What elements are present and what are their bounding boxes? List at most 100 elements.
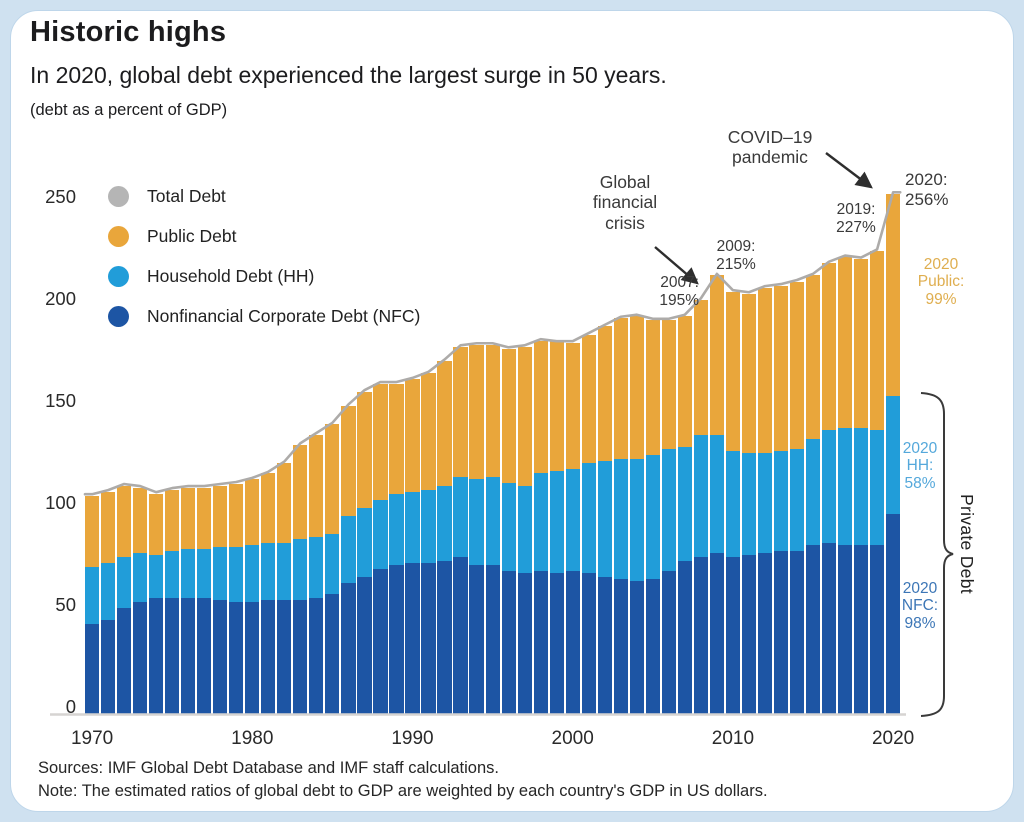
bar-1971-nfc: [101, 620, 116, 714]
bar-2016-hh: [821, 430, 837, 543]
bar-2011-hh: [741, 452, 756, 555]
bar-2011-nfc: [741, 554, 756, 714]
bar-1979-public: [229, 483, 244, 547]
bar-2004-hh: [629, 459, 644, 582]
bar-2001-public: [581, 334, 596, 464]
bar-1980-public: [245, 479, 260, 545]
page-title: Historic highs: [30, 16, 227, 48]
bar-2006-hh: [661, 448, 676, 572]
bar-1982-public: [277, 463, 292, 543]
bar-2000-public: [565, 342, 580, 470]
bar-1996-nfc: [501, 571, 516, 714]
bar-1999-hh: [549, 471, 564, 574]
bar-1984-hh: [309, 536, 324, 598]
bar-1993-public: [453, 346, 468, 478]
bar-1976-public: [181, 487, 196, 549]
bar-1998-nfc: [533, 571, 548, 714]
bar-2018-public: [853, 259, 869, 429]
bar-1975-public: [165, 489, 180, 551]
bar-1995-public: [485, 344, 500, 478]
bar-2004-public: [629, 316, 644, 459]
y-axis-tick-50: 50: [55, 593, 76, 615]
bar-2006-nfc: [661, 571, 676, 714]
bar-1980-nfc: [245, 601, 260, 714]
bar-1971-hh: [101, 563, 116, 621]
bar-1988-nfc: [373, 569, 388, 714]
bar-2016-public: [821, 263, 837, 431]
bar-1990-hh: [405, 491, 420, 564]
bar-2013-public: [773, 285, 789, 451]
bar-2014-hh: [789, 448, 805, 551]
bar-1993-nfc: [453, 556, 468, 714]
bar-1970-nfc: [85, 624, 100, 714]
bar-1983-nfc: [293, 599, 308, 714]
bar-1995-hh: [485, 477, 500, 566]
bar-1972-nfc: [117, 607, 132, 714]
y-axis-tick-250: 250: [45, 185, 76, 207]
global-financial-crisis-annotation: Global financial crisis: [592, 172, 658, 233]
bar-2006-public: [661, 320, 676, 449]
bar-1997-public: [517, 346, 532, 486]
bar-2002-public: [597, 326, 612, 462]
bar-2001-nfc: [581, 573, 596, 714]
bar-2010-hh: [725, 450, 740, 557]
bar-1996-public: [501, 348, 516, 484]
y-axis-tick-150: 150: [45, 389, 76, 411]
bar-1971-public: [101, 491, 116, 564]
bar-1987-public: [357, 391, 372, 508]
stacked-bars: [85, 184, 907, 714]
bar-2012-public: [757, 287, 773, 453]
callout-2020: 2020: 256%: [905, 170, 949, 209]
bar-1989-nfc: [389, 565, 404, 714]
bar-1984-nfc: [309, 597, 324, 714]
bar-2005-public: [645, 320, 660, 455]
callout-2009: 2009: 215%: [716, 238, 756, 273]
bar-2017-hh: [837, 428, 853, 545]
bar-2000-hh: [565, 469, 580, 572]
bar-2004-nfc: [629, 581, 644, 714]
bar-2011-public: [741, 293, 756, 453]
bar-1977-nfc: [197, 597, 212, 714]
bar-1988-public: [373, 383, 388, 500]
bar-1976-hh: [181, 548, 196, 598]
bar-1985-hh: [325, 534, 340, 594]
bar-2012-hh: [757, 452, 773, 553]
bar-2017-nfc: [837, 544, 853, 714]
bar-1973-public: [133, 487, 148, 553]
bar-1970-public: [85, 495, 100, 568]
bar-1979-nfc: [229, 601, 244, 714]
bar-1986-public: [341, 405, 356, 517]
bar-2014-public: [789, 281, 805, 449]
bar-1995-nfc: [485, 565, 500, 714]
bar-2019-nfc: [869, 544, 885, 714]
bar-1979-hh: [229, 546, 244, 602]
bar-1985-public: [325, 424, 340, 535]
bar-1998-hh: [533, 473, 548, 572]
y-axis-tick-0: 0: [65, 695, 76, 717]
bar-2005-hh: [645, 454, 660, 580]
bar-1996-hh: [501, 483, 516, 572]
bar-2003-nfc: [613, 579, 628, 714]
bar-1999-nfc: [549, 573, 564, 714]
bar-1989-hh: [389, 493, 404, 566]
bar-2008-hh: [693, 434, 708, 557]
bar-1975-nfc: [165, 597, 180, 714]
bar-1991-public: [421, 373, 436, 490]
bar-1990-nfc: [405, 563, 420, 714]
bar-1981-nfc: [261, 599, 276, 714]
bar-2019-hh: [869, 430, 885, 545]
bar-1977-hh: [197, 548, 212, 598]
bar-1978-public: [213, 485, 228, 547]
bar-2014-nfc: [789, 550, 805, 714]
bar-1986-hh: [341, 516, 356, 584]
bar-1975-hh: [165, 550, 180, 598]
bar-2020-nfc: [886, 514, 901, 714]
bar-2010-public: [725, 291, 740, 451]
bar-1983-hh: [293, 538, 308, 600]
bar-2015-hh: [805, 438, 821, 545]
bar-1994-hh: [469, 479, 484, 566]
bar-1978-nfc: [213, 599, 228, 714]
bar-1993-hh: [453, 477, 468, 557]
bar-2003-public: [613, 318, 628, 459]
bar-1988-hh: [373, 499, 388, 570]
